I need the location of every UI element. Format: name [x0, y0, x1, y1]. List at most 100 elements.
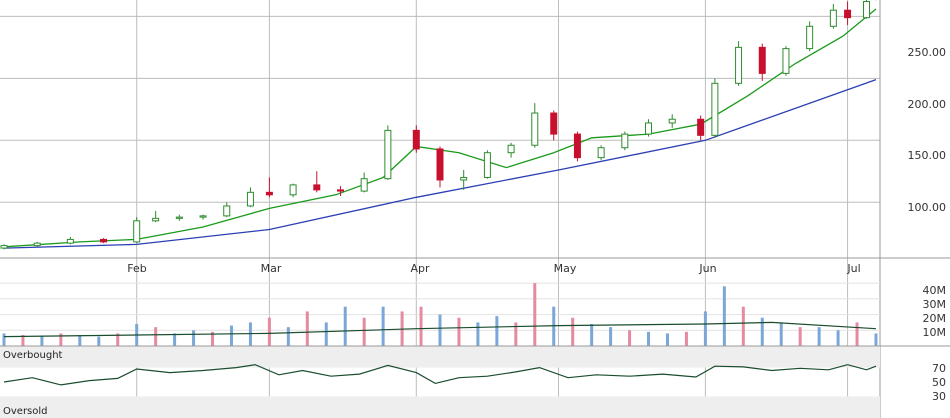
- candle-body: [573, 133, 581, 159]
- volume-bar: [59, 333, 63, 346]
- volume-bar: [305, 311, 309, 346]
- candle-body: [175, 216, 183, 219]
- volume-tick-label: 40M: [923, 284, 947, 297]
- volume-bar: [438, 314, 442, 346]
- volume-bar: [855, 322, 859, 346]
- candle-body: [863, 1, 871, 19]
- volume-bar: [590, 324, 594, 346]
- volume-bar: [571, 317, 575, 346]
- x-tick-label: May: [554, 262, 577, 275]
- candle-body: [711, 82, 719, 136]
- x-tick-label: Jun: [698, 262, 716, 275]
- volume-bar: [798, 327, 802, 346]
- volume-bar: [628, 330, 632, 346]
- price-tick-label: 200.00: [908, 98, 947, 111]
- candle-body: [412, 129, 420, 150]
- volume-bar: [874, 333, 878, 346]
- volume-bar: [703, 311, 707, 346]
- candle-body: [460, 176, 468, 181]
- candle-body: [336, 189, 344, 192]
- candle-body: [507, 144, 515, 154]
- candle-body: [758, 46, 766, 74]
- rsi-tick-label: 30: [932, 390, 946, 403]
- candle-body: [289, 184, 297, 196]
- volume-bar: [97, 336, 101, 346]
- volume-bar: [457, 317, 461, 346]
- volume-bar: [40, 336, 44, 346]
- x-tick-label: Jul: [846, 262, 860, 275]
- volume-bar: [154, 327, 158, 346]
- volume-bar: [552, 306, 556, 346]
- volume-ma-line: [3, 321, 877, 338]
- candle-body: [100, 238, 108, 243]
- candle-body: [133, 220, 141, 243]
- volume-average-line: [3, 321, 877, 338]
- volume-bar: [722, 286, 726, 346]
- ma-fast-line: [3, 8, 877, 248]
- candle-body: [33, 242, 41, 247]
- price-tick-label: 100.00: [908, 201, 947, 214]
- candle-body: [844, 9, 852, 19]
- rsi-tick-label: 50: [932, 376, 946, 389]
- candle-body: [621, 133, 629, 149]
- candle-body: [735, 46, 743, 84]
- oversold-label: Oversold: [3, 406, 48, 417]
- x-tick-label: Feb: [127, 262, 146, 275]
- candle-body: [66, 238, 74, 244]
- volume-bar: [343, 306, 347, 346]
- volume-bar: [116, 333, 120, 346]
- candle-body: [313, 184, 321, 191]
- volume-bar: [267, 317, 271, 346]
- ma-slow-line: [3, 78, 877, 249]
- volume-bar: [760, 317, 764, 346]
- volume-bar: [381, 306, 385, 346]
- candle-body: [668, 118, 676, 124]
- volume-bar: [211, 331, 215, 346]
- volume-bar: [192, 330, 196, 346]
- x-tick-label: Mar: [261, 262, 282, 275]
- volume-bar: [78, 335, 82, 346]
- volume-tick-label: 30M: [923, 298, 947, 311]
- candle-body: [0, 245, 8, 249]
- candle-body: [360, 178, 368, 192]
- volume-bar: [21, 335, 25, 346]
- volume-bar: [836, 330, 840, 346]
- rsi-series-line: [3, 364, 877, 386]
- oversold-band: [0, 396, 880, 418]
- volume-tick-label: 20M: [923, 312, 947, 325]
- x-axis: Feb Mar Apr May Jun Jul: [127, 262, 860, 275]
- rsi-bands: [0, 345, 950, 418]
- rsi-y-axis: 70 50 30: [932, 362, 946, 403]
- candle-body: [531, 112, 539, 146]
- volume-bar: [476, 322, 480, 346]
- overbought-label: Overbought: [3, 350, 63, 361]
- volume-bar: [514, 322, 518, 346]
- volume-bar: [609, 327, 613, 346]
- x-tick-label: Apr: [410, 262, 430, 275]
- volume-bar: [362, 317, 366, 346]
- volume-bar: [533, 283, 537, 346]
- candle-body: [223, 205, 231, 217]
- candle-body: [782, 48, 790, 74]
- candle-body: [152, 217, 160, 222]
- price-tick-label: 150.00: [908, 149, 947, 162]
- volume-y-axis: 40M 30M 20M 10M: [923, 284, 947, 339]
- rsi-tick-label: 70: [932, 362, 946, 375]
- volume-tick-label: 10M: [923, 326, 947, 339]
- price-ma-fast: [3, 8, 877, 248]
- candle-body: [806, 25, 814, 50]
- price-tick-label: 250.00: [908, 46, 947, 59]
- volume-bar: [647, 331, 651, 346]
- price-ma-slow: [3, 78, 877, 249]
- volume-bar: [665, 333, 669, 346]
- volume-bar: [286, 327, 290, 346]
- volume-bar: [495, 316, 499, 346]
- candle-body: [550, 112, 558, 135]
- candle-body: [246, 191, 254, 207]
- volume-bar: [684, 331, 688, 346]
- candle-body: [265, 191, 273, 196]
- volume-bar: [229, 325, 233, 346]
- candle-body: [199, 215, 207, 218]
